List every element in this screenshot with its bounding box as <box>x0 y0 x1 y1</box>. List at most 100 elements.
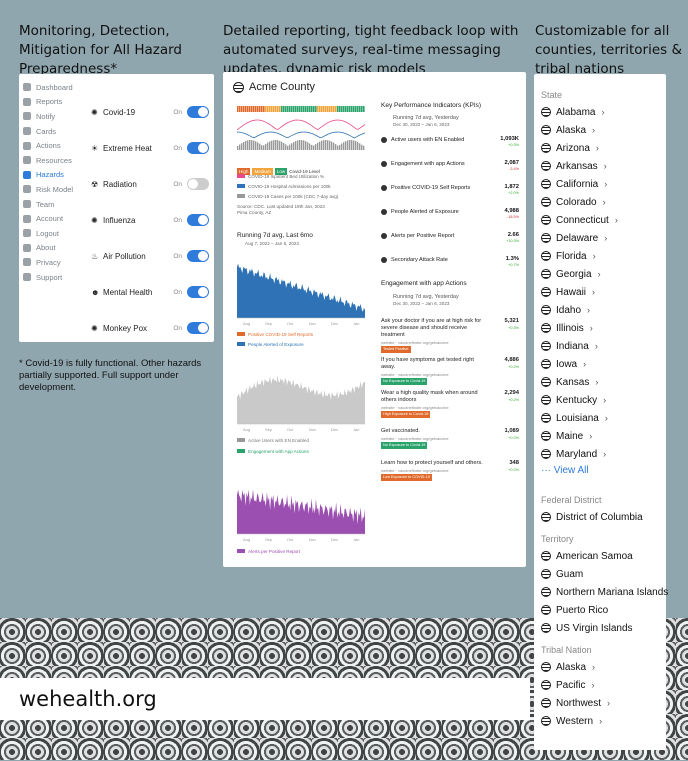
info-icon <box>23 243 31 252</box>
region-item-idaho[interactable]: Idaho › <box>541 301 590 319</box>
kpi-value: 2,087 <box>504 160 519 166</box>
kpi-label: Active users with EN Enabled <box>391 137 465 143</box>
region-item-hawaii[interactable]: Hawaii › <box>541 283 595 301</box>
hazards-list: ✺ Covid-19 On ☀ Extreme Heat On ☢ Radiation On ✺ I… <box>91 94 209 346</box>
region-item-arkansas[interactable]: Arkansas › <box>541 157 607 175</box>
region-item-american-samoa[interactable]: American Samoa <box>541 547 633 565</box>
sidebar-item-label: Account <box>36 214 64 224</box>
sidebar-item-support[interactable]: Support <box>23 270 73 285</box>
region-item-georgia[interactable]: Georgia › <box>541 265 601 283</box>
hazard-name: Extreme Heat <box>103 143 152 153</box>
x-tick-label: Nov <box>309 537 316 542</box>
region-item-alaska[interactable]: Alaska › <box>541 658 595 676</box>
region-item-district-of-columbia[interactable]: District of Columbia <box>541 508 643 526</box>
region-item-connecticut[interactable]: Connecticut › <box>541 211 618 229</box>
kpi-range: Dec 30, 2022 – Jan 6, 2023 <box>393 122 450 127</box>
kpi-label: Engagement with app Actions <box>391 161 465 167</box>
action-link[interactable]: website · vaccinefinder.org/getvaccine <box>381 372 449 377</box>
chevron-right-icon: › <box>592 251 596 261</box>
sidebar-item-resources[interactable]: Resources <box>23 153 73 168</box>
region-item-guam[interactable]: Guam <box>541 565 583 583</box>
region-item-delaware[interactable]: Delaware › <box>541 229 607 247</box>
sidebar-item-reports[interactable]: Reports <box>23 95 73 110</box>
globe-icon <box>541 698 551 708</box>
regions-panel: State Alabama › Alaska › Arizona › Arkansas › Cal… <box>534 74 668 750</box>
sidebar-item-label: Risk Model <box>36 184 74 194</box>
level-bar <box>355 106 357 112</box>
self-reports-chart: Aug Sep Oct Nov Dec Jan <box>237 263 365 326</box>
level-bar <box>361 106 363 112</box>
globe-icon <box>233 81 244 93</box>
x-tick-label: Dec <box>331 427 338 432</box>
sidebar-item-dashboard[interactable]: Dashboard <box>23 80 73 95</box>
sidebar-item-privacy[interactable]: Privacy <box>23 255 73 270</box>
sidebar-item-notify[interactable]: Notify <box>23 109 73 124</box>
sidebar-item-logout[interactable]: Logout <box>23 226 73 241</box>
kpi-delta: +0.3% <box>508 143 519 147</box>
region-item-california[interactable]: California › <box>541 175 607 193</box>
action-row[interactable]: Ask your doctor if you are at high risk … <box>381 318 521 353</box>
cases-bar <box>329 140 331 150</box>
cases-bar <box>341 143 343 150</box>
heat-icon: ☀ <box>91 143 99 153</box>
sidebar-item-actions[interactable]: Actions <box>23 138 73 153</box>
action-row[interactable]: Get vaccinated. website · vaccinefinder.o… <box>381 428 521 449</box>
level-bar <box>299 106 301 112</box>
region-item-pacific[interactable]: Pacific › <box>541 676 594 694</box>
action-link[interactable]: website · vaccinefinder.org/getvaccine <box>381 436 449 441</box>
region-item-kansas[interactable]: Kansas › <box>541 373 598 391</box>
region-item-western[interactable]: Western › <box>541 712 602 730</box>
wehealth-logo[interactable]: wehealth.org <box>19 687 157 711</box>
region-item-us-virgin-islands[interactable]: US Virgin Islands <box>541 619 633 637</box>
level-bar <box>345 106 347 112</box>
region-item-maine[interactable]: Maine › <box>541 427 592 445</box>
action-link[interactable]: website · vaccinefinder.org/getvaccine <box>381 405 449 410</box>
region-item-alabama[interactable]: Alabama › <box>541 103 604 121</box>
hazard-toggle[interactable] <box>187 106 209 118</box>
region-item-arizona[interactable]: Arizona › <box>541 139 599 157</box>
view-all-link[interactable]: ··· View All <box>541 465 589 476</box>
hazard-toggle[interactable] <box>187 250 209 262</box>
hazard-toggle[interactable] <box>187 322 209 334</box>
region-item-florida[interactable]: Florida › <box>541 247 596 265</box>
sidebar-item-about[interactable]: About <box>23 241 73 256</box>
region-item-illinois[interactable]: Illinois › <box>541 319 593 337</box>
region-item-iowa[interactable]: Iowa › <box>541 355 586 373</box>
level-bar <box>307 106 309 112</box>
region-item-northwest[interactable]: Northwest › <box>541 694 610 712</box>
hazards-panel: Dashboard Reports Notify Cards Actions Resour… <box>19 74 214 342</box>
action-link[interactable]: website · vaccinefinder.org/getvaccine <box>381 468 449 473</box>
sidebar-item-cards[interactable]: Cards <box>23 124 73 139</box>
action-value: 5,321 <box>504 318 519 324</box>
kpi-row: Positive COVID-19 Self Reports 1,872 +2.0% <box>381 184 521 197</box>
region-item-northern-mariana-islands[interactable]: Northern Mariana Islands <box>541 583 668 601</box>
cases-bar <box>263 145 265 150</box>
action-link[interactable]: website · vaccinefinder.org/getvaccine <box>381 340 449 345</box>
action-row[interactable]: If you have symptoms get tested right aw… <box>381 357 521 385</box>
sidebar-item-hazards[interactable]: Hazards <box>23 168 73 183</box>
sidebar-item-label: Dashboard <box>36 82 73 92</box>
chevron-right-icon: › <box>603 161 607 171</box>
action-row[interactable]: Learn how to protect yourself and others… <box>381 460 521 481</box>
hazard-toggle[interactable] <box>187 142 209 154</box>
region-item-alaska[interactable]: Alaska › <box>541 121 595 139</box>
region-item-maryland[interactable]: Maryland › <box>541 445 606 463</box>
hazard-toggle[interactable] <box>187 178 209 190</box>
privacy-icon <box>23 258 31 267</box>
sidebar-item-risk-model[interactable]: Risk Model <box>23 182 73 197</box>
region-item-louisiana[interactable]: Louisiana › <box>541 409 608 427</box>
region-item-colorado[interactable]: Colorado › <box>541 193 606 211</box>
sidebar-item-label: Cards <box>36 126 57 136</box>
region-item-puerto-rico[interactable]: Puerto Rico <box>541 601 608 619</box>
cases-bar <box>363 145 365 150</box>
globe-icon <box>541 512 551 522</box>
cases-bar <box>361 144 363 150</box>
hazard-toggle[interactable] <box>187 214 209 226</box>
kpi-value: 2.66 <box>507 232 519 238</box>
hazard-toggle[interactable] <box>187 286 209 298</box>
region-item-kentucky[interactable]: Kentucky › <box>541 391 606 409</box>
action-row[interactable]: Wear a high quality mask when around oth… <box>381 390 521 418</box>
region-item-indiana[interactable]: Indiana › <box>541 337 598 355</box>
sidebar-item-team[interactable]: Team <box>23 197 73 212</box>
sidebar-item-account[interactable]: Account <box>23 211 73 226</box>
